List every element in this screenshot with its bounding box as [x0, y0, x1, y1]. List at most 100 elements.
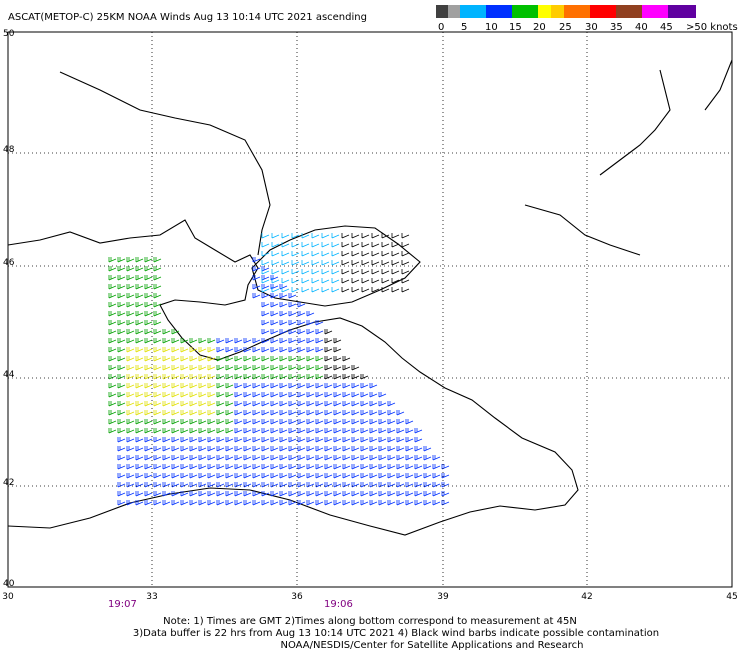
- wind-barb: [324, 428, 333, 434]
- wind-barb: [117, 293, 126, 299]
- wind-barb: [351, 401, 360, 407]
- wind-barb: [369, 428, 378, 434]
- wind-barb: [117, 347, 126, 353]
- wind-barb: [324, 419, 333, 425]
- wind-barb: [171, 446, 180, 452]
- wind-barb: [135, 446, 144, 452]
- wind-barb: [279, 320, 288, 326]
- wind-barb: [306, 464, 315, 470]
- wind-barb: [153, 446, 162, 452]
- wind-barb: [180, 383, 189, 389]
- wind-barb: [315, 347, 324, 353]
- wind-barb: [153, 383, 162, 389]
- wind-barb: [261, 491, 270, 497]
- wind-barb: [315, 338, 324, 344]
- wind-barb: [351, 269, 360, 275]
- wind-barb: [171, 347, 180, 353]
- wind-barb: [270, 500, 279, 506]
- wind-barb: [306, 482, 315, 488]
- wind-barb: [117, 275, 126, 281]
- wind-barb: [135, 266, 144, 272]
- wind-barb: [243, 428, 252, 434]
- wind-barb: [108, 284, 117, 290]
- wind-barb: [369, 446, 378, 452]
- wind-barb: [297, 500, 306, 506]
- wind-barb: [342, 374, 351, 380]
- wind-barb: [117, 428, 126, 434]
- wind-barb: [405, 500, 414, 506]
- note-line: 3)Data buffer is 22 hrs from Aug 13 10:1…: [133, 628, 659, 639]
- wind-barb: [396, 419, 405, 425]
- wind-barb: [369, 473, 378, 479]
- wind-barb: [371, 287, 380, 293]
- wind-barb: [252, 257, 261, 263]
- wind-barb: [297, 464, 306, 470]
- wind-barb: [331, 287, 340, 293]
- wind-barb: [162, 401, 171, 407]
- wind-barb: [189, 356, 198, 362]
- wind-barb: [297, 455, 306, 461]
- wind-barb: [126, 311, 135, 317]
- wind-barb: [153, 482, 162, 488]
- wind-barb: [423, 473, 432, 479]
- wind-barb: [387, 491, 396, 497]
- wind-barb: [333, 365, 342, 371]
- wind-barb: [341, 233, 350, 239]
- wind-barb: [341, 251, 350, 257]
- wind-barb: [252, 275, 261, 281]
- wind-barb: [135, 311, 144, 317]
- wind-barb: [180, 428, 189, 434]
- wind-barb: [108, 338, 117, 344]
- wind-barb: [243, 500, 252, 506]
- wind-barb: [288, 464, 297, 470]
- wind-barb: [297, 401, 306, 407]
- wind-barb: [207, 455, 216, 461]
- wind-barb: [423, 491, 432, 497]
- wind-barb: [301, 287, 310, 293]
- wind-barb: [342, 383, 351, 389]
- wind-barb: [396, 455, 405, 461]
- wind-barb: [315, 500, 324, 506]
- wind-barb: [414, 446, 423, 452]
- wind-barb: [216, 500, 225, 506]
- wind-barb: [270, 428, 279, 434]
- wind-barb: [108, 365, 117, 371]
- scale-box: [460, 5, 486, 18]
- wind-barb: [360, 455, 369, 461]
- wind-barb: [378, 500, 387, 506]
- wind-barb: [162, 347, 171, 353]
- river: [524, 204, 641, 256]
- wind-barb: [144, 464, 153, 470]
- wind-barb: [315, 464, 324, 470]
- wind-barb: [333, 401, 342, 407]
- wind-barb: [315, 455, 324, 461]
- wind-barb: [117, 311, 126, 317]
- wind-barb: [271, 260, 280, 266]
- wind-barb: [117, 464, 126, 470]
- wind-barb: [405, 455, 414, 461]
- wind-barb: [351, 251, 360, 257]
- wind-barb: [153, 491, 162, 497]
- wind-barb: [261, 293, 270, 299]
- wind-barb: [144, 401, 153, 407]
- wind-barb: [135, 338, 144, 344]
- lat-label: 44: [3, 370, 15, 380]
- wind-barb: [324, 356, 333, 362]
- wind-barb: [306, 401, 315, 407]
- wind-barb: [234, 392, 243, 398]
- wind-barb: [324, 347, 333, 353]
- wind-barb: [153, 338, 162, 344]
- wind-barb: [360, 437, 369, 443]
- wind-barb: [189, 428, 198, 434]
- wind-barb: [396, 437, 405, 443]
- wind-barb: [135, 284, 144, 290]
- wind-barb: [126, 464, 135, 470]
- wind-barb: [216, 455, 225, 461]
- wind-barb: [297, 410, 306, 416]
- wind-barb: [341, 269, 350, 275]
- wind-barb: [371, 278, 380, 284]
- wind-barb: [108, 257, 117, 263]
- wind-barb: [162, 365, 171, 371]
- wind-barb: [252, 437, 261, 443]
